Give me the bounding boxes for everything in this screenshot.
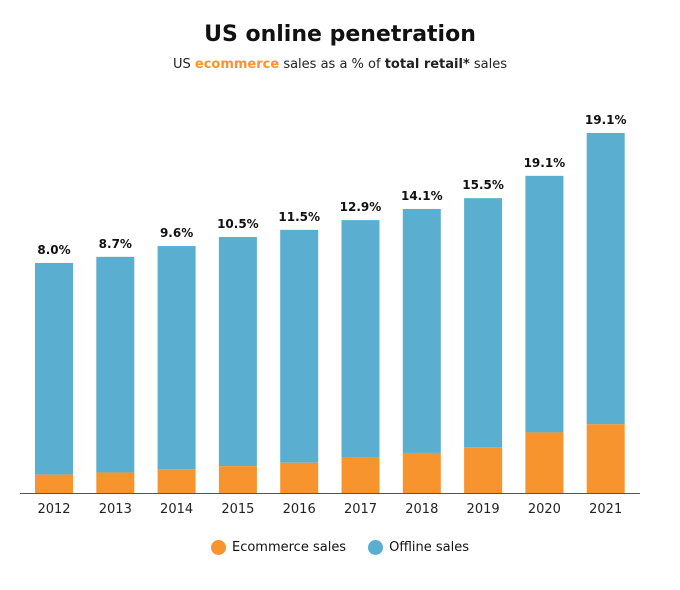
x-tick-label: 2020 bbox=[528, 502, 561, 517]
legend-swatch bbox=[210, 540, 226, 555]
data-label: 9.6% bbox=[160, 226, 193, 240]
bar-offline-2015 bbox=[218, 237, 257, 467]
data-label: 12.9% bbox=[340, 200, 382, 214]
subtitle-text: sales bbox=[469, 57, 508, 72]
x-tick-label: 2015 bbox=[221, 502, 254, 517]
bar-ecommerce-2016 bbox=[280, 462, 319, 493]
data-label: 8.0% bbox=[37, 243, 70, 257]
x-tick-label: 2016 bbox=[283, 502, 316, 517]
chart-subtitle: US ecommerce sales as a % of total retai… bbox=[0, 57, 680, 72]
bar-offline-2021 bbox=[586, 133, 625, 425]
bar-ecommerce-2014 bbox=[157, 469, 196, 493]
bar-ecommerce-2018 bbox=[402, 452, 441, 493]
bar-ecommerce-2021 bbox=[586, 424, 625, 493]
subtitle-text: US bbox=[172, 57, 195, 72]
data-label: 19.1% bbox=[524, 156, 566, 170]
legend-swatch bbox=[368, 540, 384, 555]
data-label: 8.7% bbox=[99, 237, 132, 251]
legend-label: Ecommerce sales bbox=[231, 540, 347, 555]
chart-title: US online penetration bbox=[204, 22, 476, 47]
bar-ecommerce-2019 bbox=[464, 447, 503, 493]
data-label: 14.1% bbox=[401, 189, 443, 203]
bar-offline-2013 bbox=[96, 256, 135, 473]
bar-offline-2020 bbox=[525, 175, 564, 433]
bar-ecommerce-2013 bbox=[96, 472, 135, 493]
legend: Ecommerce sales Offline sales bbox=[0, 540, 680, 555]
bar-offline-2014 bbox=[157, 246, 196, 470]
bar-offline-2019 bbox=[464, 198, 503, 448]
x-tick-label: 2018 bbox=[405, 502, 438, 517]
legend-label: Offline sales bbox=[389, 540, 469, 555]
bar-ecommerce-2020 bbox=[525, 432, 564, 493]
x-tick-label: 2017 bbox=[344, 502, 377, 517]
bar-offline-2018 bbox=[402, 208, 441, 453]
bar-ecommerce-2012 bbox=[35, 474, 73, 493]
subtitle-highlight: ecommerce bbox=[194, 57, 280, 72]
x-tick-label: 2014 bbox=[160, 502, 193, 517]
x-tick-label: 2013 bbox=[99, 502, 132, 517]
x-tick-label: 2019 bbox=[467, 502, 500, 517]
data-label: 11.5% bbox=[278, 210, 320, 224]
data-label: 10.5% bbox=[217, 217, 259, 231]
legend-item-ecommerce: Ecommerce sales bbox=[210, 540, 347, 555]
data-label: 19.1% bbox=[585, 113, 627, 127]
bar-offline-2012 bbox=[35, 262, 73, 475]
stacked-bar-chart: 8.0% 2012 8.7% 2013 9.6% 2014 10.5% 2015 11.5% 20… bbox=[20, 113, 640, 517]
data-label: 15.5% bbox=[462, 178, 504, 192]
bar-offline-2017 bbox=[341, 220, 380, 458]
subtitle-bold: total retail* bbox=[384, 57, 470, 72]
bar-offline-2016 bbox=[280, 229, 319, 463]
x-tick-label: 2021 bbox=[589, 502, 622, 517]
legend-item-offline: Offline sales bbox=[368, 540, 469, 555]
x-tick-label: 2012 bbox=[37, 502, 70, 517]
bar-ecommerce-2015 bbox=[218, 466, 257, 493]
subtitle-text: sales as a % of bbox=[279, 57, 385, 72]
bar-ecommerce-2017 bbox=[341, 457, 380, 493]
